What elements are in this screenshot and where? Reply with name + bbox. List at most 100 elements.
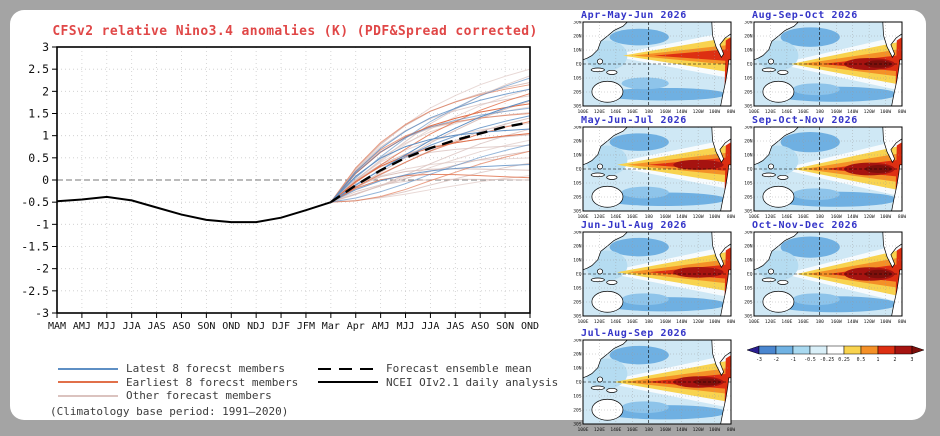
map-title: May-Jun-Jul 2026 [581,115,687,126]
map-y-label: 30N [744,231,753,236]
map-x-label: 140W [676,214,687,220]
map-x-label: 160W [831,214,842,220]
x-tick-label: AMJ [372,321,390,332]
map-x-label: 160E [798,109,809,115]
map-x-label: 140E [781,109,792,115]
map-x-label: 180 [645,427,654,433]
x-tick-label: OND [222,321,240,332]
colorbar-tick-label: -0.5 [804,357,816,363]
legend-item: Earliest 8 forecst members [58,376,298,390]
map-title: Jun-Jul-Aug 2026 [581,220,687,231]
y-tick-label: 3 [42,40,49,54]
legend-line-sample [318,367,378,370]
legend-item: Other forecast members [58,389,298,403]
map-y-label: 30N [573,126,582,131]
map-x-label: 100E [748,214,759,220]
map-y-label: 20N [744,244,753,250]
y-tick-label: -2.5 [21,284,49,298]
map-y-label: 30N [573,231,582,236]
legend-item-label: Earliest 8 forecst members [126,375,299,389]
map-x-label: 160W [831,109,842,115]
map-y-label: 20N [573,244,582,250]
map-x-label: 160E [798,319,809,325]
y-tick-label: -0.5 [21,195,49,209]
map-y-label: EQ [576,272,582,278]
map-x-label: 160W [831,319,842,325]
x-tick-label: JJA [123,321,141,332]
map-y-label: 20S [573,90,582,96]
x-tick-label: OND [521,321,539,332]
map-y-label: 10N [744,258,753,264]
map-x-label: 100W [709,319,720,325]
map-x-label: 80W [727,427,735,433]
map-x-label: 160W [660,109,671,115]
map-x-label: 160E [627,427,638,433]
map-y-label: 20S [573,408,582,414]
x-tick-label: ASO [172,321,190,332]
map-x-label: 80W [898,214,906,220]
map-x-label: 140W [676,427,687,433]
map-x-label: 80W [898,319,906,325]
map-x-label: 100E [577,214,588,220]
x-tick-label: SON [496,321,514,332]
y-tick-label: 2.5 [28,62,49,76]
map-x-label: 160E [627,109,638,115]
y-tick-label: 1.5 [28,107,49,121]
legend-line-sample [318,381,378,384]
map-y-label: 30S [573,422,582,428]
legend-right-column: Forecast ensemble mean NCEI OIv2.1 daily… [318,362,558,389]
map-title: Apr-May-Jun 2026 [581,10,687,21]
x-tick-label: ASO [471,321,489,332]
map-x-label: 120E [594,319,605,325]
legend-line-sample [58,367,118,370]
map-x-label: 120E [594,427,605,433]
x-tick-label: Apr [347,321,365,332]
sst-map-panel: Jul-Aug-Sep 2026 30N 20N 10N EQ 10S 20S 30S 100… [569,328,735,436]
map-x-label: 80W [727,109,735,115]
sst-map-panel: Apr-May-Jun 2026 30N 20N 10N EQ 10S 20S 30S 100… [569,10,735,119]
x-tick-label: JAS [148,321,166,332]
x-tick-label: Mar [322,321,340,332]
legend-item-label: Other forecast members [126,389,272,403]
map-x-label: 120W [693,214,704,220]
map-y-label: 20S [573,300,582,306]
map-y-label: EQ [747,167,753,173]
legend-item-label: Forecast ensemble mean [386,362,532,376]
map-x-label: 180 [816,319,825,325]
map-y-label: 10N [573,153,582,159]
map-y-label: 30N [573,339,582,344]
map-x-label: 100W [709,214,720,220]
map-y-label: 10S [744,181,753,187]
x-tick-label: MJJ [396,321,414,332]
map-x-label: 120E [765,109,776,115]
map-y-label: 30N [573,21,582,26]
x-tick-label: DJF [272,321,290,332]
x-tick-label: JFM [297,321,315,332]
map-x-label: 120E [594,214,605,220]
map-x-label: 120E [765,214,776,220]
legend-item-label: NCEI OIv2.1 daily analysis [386,375,559,389]
sst-map-panel: Sep-Oct-Nov 2026 30N 20N 10N EQ 10S 20S 30S 100… [740,115,906,224]
colorbar-tick-label: 1 [877,357,880,363]
map-x-label: 100E [748,319,759,325]
observed-line [56,195,332,224]
y-tick-label: -1.5 [21,240,49,254]
map-x-label: 100E [577,319,588,325]
map-x-label: 120W [693,427,704,433]
legend-item: NCEI OIv2.1 daily analysis [318,376,558,390]
y-tick-label: 2 [42,84,49,98]
sst-map-panel: Jun-Jul-Aug 2026 30N 20N 10N EQ 10S 20S 30S 100… [569,220,735,329]
map-x-label: 140E [610,109,621,115]
map-x-label: 140W [847,109,858,115]
map-title: Oct-Nov-Dec 2026 [752,220,858,231]
y-tick-label: -2 [35,262,49,276]
map-y-label: 20S [573,195,582,201]
map-x-label: 140E [781,214,792,220]
y-tick-label: -3 [35,306,49,320]
map-x-label: 80W [727,214,735,220]
